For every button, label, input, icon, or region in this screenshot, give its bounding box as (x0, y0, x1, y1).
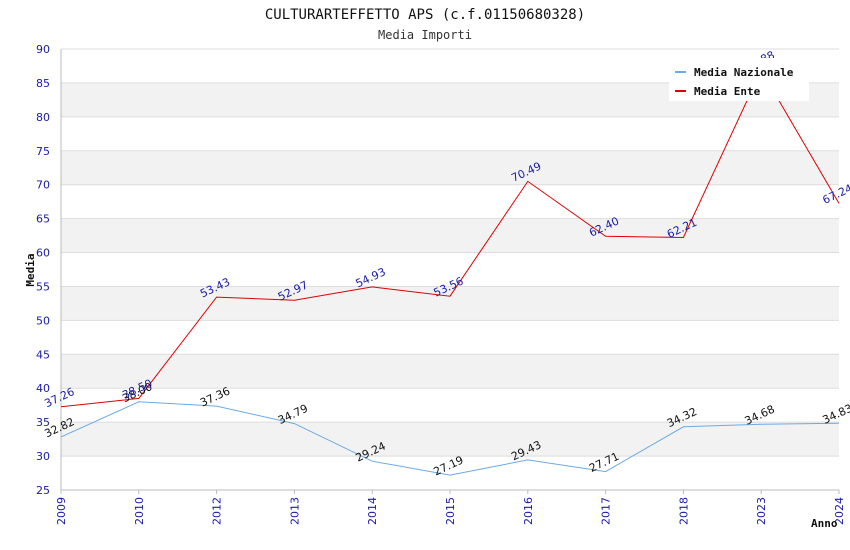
y-tick-label: 65 (36, 213, 50, 226)
plot-background (60, 48, 839, 491)
series-lines (60, 69, 840, 476)
y-tick-label: 45 (36, 348, 50, 361)
x-tick-label: 2016 (522, 497, 535, 525)
x-tick-label: 2017 (600, 497, 613, 525)
x-tick-label: 2010 (133, 497, 146, 525)
y-tick-label: 75 (36, 145, 50, 158)
x-tick-label: 2009 (55, 497, 68, 525)
grid-band (61, 150, 839, 185)
y-axis: 25 30 35 40 45 50 55 60 65 70 75 80 85 90 (36, 43, 50, 497)
series-line-1 (60, 401, 840, 476)
x-tick-label: 2015 (444, 497, 457, 525)
y-tick-label: 85 (36, 77, 50, 90)
grid-band (61, 456, 839, 490)
grid-band (61, 116, 839, 151)
chart-title: CULTURARTEFFETTO APS (c.f.01150680328) (265, 7, 585, 23)
x-axis-label: Anno (811, 517, 838, 530)
y-tick-label: 60 (36, 247, 50, 260)
grid-band (61, 252, 839, 287)
grid-band (61, 388, 839, 423)
x-tick-label: 2014 (366, 497, 379, 525)
legend-label: Media Ente (694, 85, 761, 98)
y-tick-label: 25 (36, 484, 50, 497)
y-tick-label: 35 (36, 416, 50, 429)
legend: Media Nazionale Media Ente (669, 58, 809, 101)
grid-band (61, 320, 839, 355)
y-tick-label: 90 (36, 43, 50, 56)
x-tick-label: 2012 (211, 497, 224, 525)
grid-band (61, 354, 839, 389)
y-tick-label: 50 (36, 314, 50, 327)
grid-band (61, 184, 839, 219)
x-axis: 2009 2010 2012 2013 2014 2015 2016 2017 2018 2023… (55, 490, 846, 525)
y-tick-label: 80 (36, 111, 50, 124)
x-tick-label: 2024 (833, 497, 846, 525)
y-axis-label: Media (24, 253, 37, 286)
x-tick-label: 2018 (677, 497, 690, 525)
y-tick-label: 70 (36, 179, 50, 192)
chart-subtitle: Media Importi (378, 28, 472, 42)
legend-label: Media Nazionale (694, 66, 794, 79)
y-tick-label: 40 (36, 382, 50, 395)
x-tick-label: 2013 (288, 497, 301, 525)
series-line-2 (60, 69, 840, 408)
grid-band (61, 422, 839, 457)
y-tick-label: 30 (36, 450, 50, 463)
grid-band (61, 286, 839, 321)
grid-band (61, 218, 839, 253)
x-tick-label: 2023 (755, 497, 768, 525)
y-tick-label: 55 (36, 280, 50, 293)
legend-box (669, 58, 809, 101)
